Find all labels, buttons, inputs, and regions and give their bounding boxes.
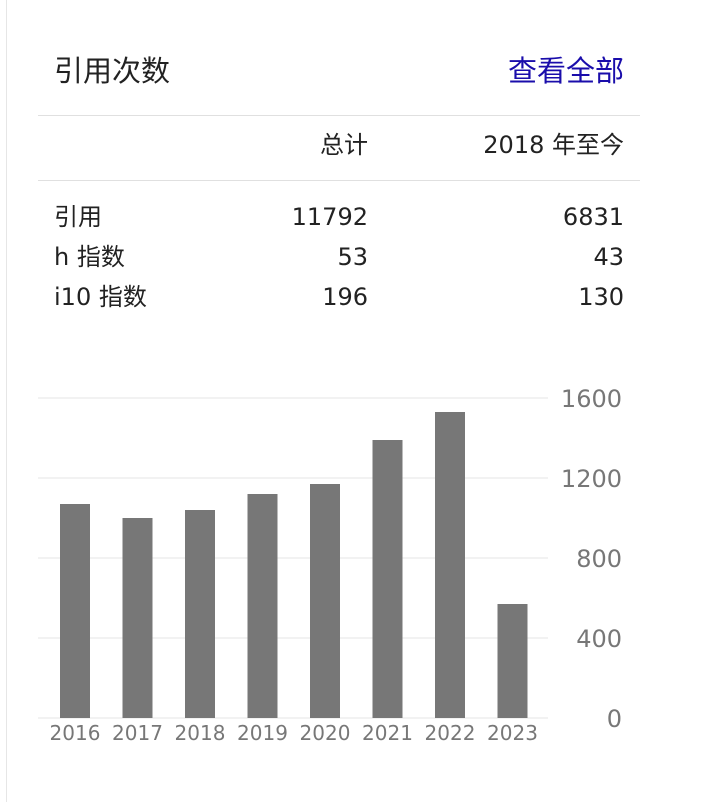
bar-2016[interactable]: [60, 504, 90, 718]
table-head-divider: [38, 180, 640, 181]
bar-2018[interactable]: [185, 510, 215, 718]
bar-2020[interactable]: [310, 484, 340, 718]
header-divider: [38, 115, 640, 116]
citations-header: 引用次数 查看全部: [38, 0, 640, 116]
h-index-since: 43: [593, 243, 624, 271]
x-tick-label: 2019: [237, 721, 288, 745]
h-index-total: 53: [337, 243, 368, 271]
y-tick-label: 1600: [561, 385, 622, 413]
bar-2023[interactable]: [497, 604, 528, 718]
row-label-i10-index: i10 指数: [54, 283, 147, 311]
i10-index-total: 196: [322, 283, 368, 311]
bar-2019[interactable]: [247, 494, 278, 718]
x-tick-label: 2020: [300, 721, 351, 745]
column-header-since: 2018 年至今: [483, 131, 624, 159]
bar-2021[interactable]: [372, 440, 403, 718]
citations-bar-chart: 0 400 800 1200 1600 2016 2017 2018 2019 2020 2021 2…: [38, 385, 622, 745]
x-tick-label: 2018: [175, 721, 226, 745]
y-tick-label: 0: [607, 705, 622, 733]
x-tick-label: 2023: [487, 721, 538, 745]
left-border: [6, 0, 7, 802]
x-tick-label: 2022: [425, 721, 476, 745]
x-tick-label: 2017: [112, 721, 163, 745]
row-label-h-index: h 指数: [54, 243, 125, 271]
y-tick-label: 800: [576, 545, 622, 573]
citations-since: 6831: [562, 203, 624, 231]
y-tick-label: 1200: [561, 465, 622, 493]
citations-total: 11792: [291, 203, 368, 231]
row-label-citations: 引用: [54, 203, 102, 231]
i10-index-since: 130: [578, 283, 624, 311]
y-tick-label: 400: [576, 625, 622, 653]
x-tick-label: 2021: [362, 721, 413, 745]
column-header-total: 总计: [320, 131, 368, 159]
bar-2022[interactable]: [435, 412, 465, 718]
x-tick-label: 2016: [50, 721, 101, 745]
bar-2017[interactable]: [122, 518, 153, 718]
section-title: 引用次数: [54, 54, 171, 88]
view-all-link[interactable]: 查看全部: [507, 54, 624, 88]
